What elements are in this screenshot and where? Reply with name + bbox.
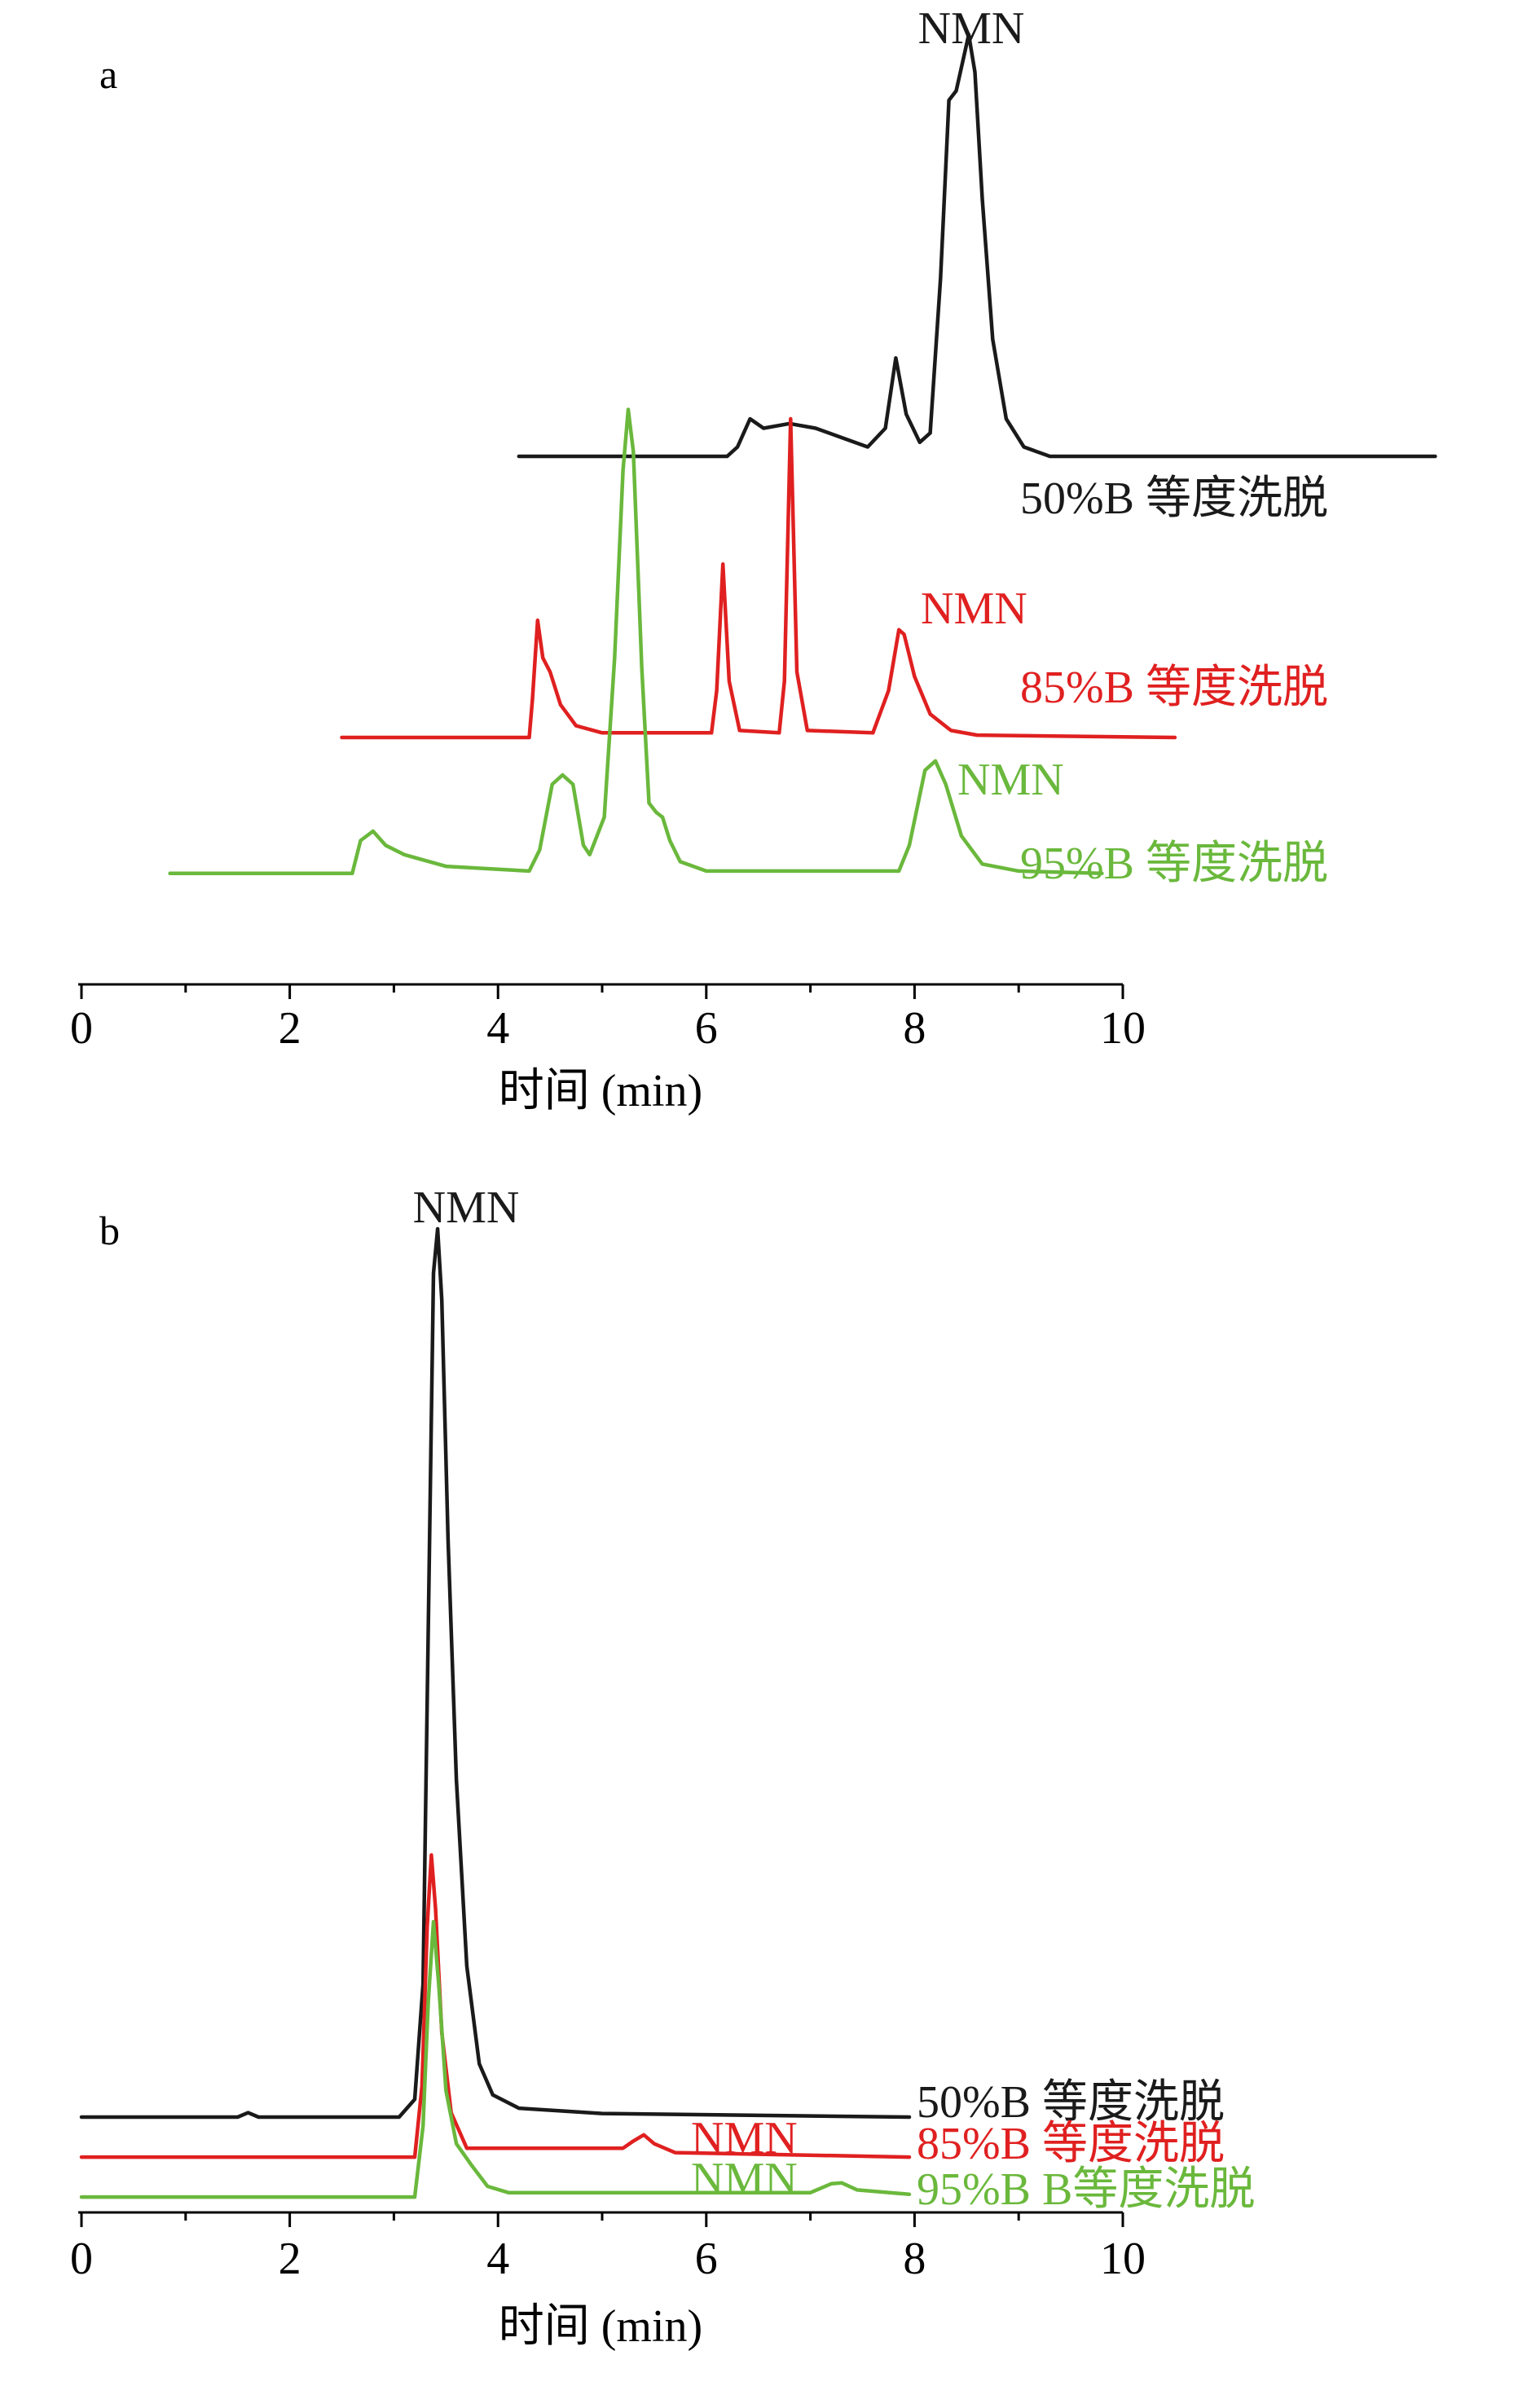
x-tick-label-b-2: 4 bbox=[486, 2234, 509, 2284]
series-trace-b-2 bbox=[79, 1919, 912, 2199]
x-tick-label-b-3: 6 bbox=[695, 2234, 718, 2284]
x-tick-label-b-5: 10 bbox=[1100, 2234, 1146, 2284]
x-tick-label-a-1: 2 bbox=[279, 1003, 301, 1054]
peak-label-nmn-green-a: NMN bbox=[957, 755, 1064, 805]
x-tick-label-a-5: 10 bbox=[1100, 1003, 1146, 1054]
series-label-50b-b: 50%B 等度洗脱 bbox=[917, 2077, 1225, 2128]
series-label-85b-a: 85%B 等度洗脱 bbox=[1020, 663, 1328, 713]
x-tick-label-a-0: 0 bbox=[70, 1003, 93, 1054]
peak-label-nmn-green-b: NMN bbox=[691, 2154, 798, 2204]
series-label-95b-a: 95%B 等度洗脱 bbox=[1020, 839, 1328, 889]
x-tick-label-b-4: 8 bbox=[903, 2234, 926, 2284]
series-trace-b-0 bbox=[79, 1226, 912, 2120]
x-tick-label-b-0: 0 bbox=[70, 2234, 93, 2284]
panel-label-b: b bbox=[99, 1208, 120, 1253]
chart-panel-b: b 0 2 4 6 8 10 时间 (min) NMN 50%B 等度洗脱 NMN 85%… bbox=[70, 1182, 1255, 2352]
x-ticks-a: 0 2 4 6 8 10 bbox=[70, 984, 1146, 1054]
traces-group-a bbox=[168, 33, 1437, 876]
x-tick-label-a-4: 8 bbox=[903, 1003, 926, 1054]
peak-label-nmn-black-b: NMN bbox=[413, 1182, 520, 1233]
traces-group-b bbox=[79, 1226, 912, 2199]
peak-label-nmn-black-a: NMN bbox=[918, 3, 1025, 54]
x-ticks-b: 0 2 4 6 8 10 bbox=[70, 2212, 1146, 2284]
series-label-95b-b: 95%B B等度洗脱 bbox=[917, 2164, 1255, 2215]
panel-label-a: a bbox=[99, 51, 117, 97]
x-axis-title-a: 时间 (min) bbox=[499, 1066, 702, 1116]
chart-panel-a: a 0 2 4 6 8 10 时间 (min) NMN 50%B 等度洗脱 NMN 85%… bbox=[70, 3, 1437, 1116]
x-tick-label-b-1: 2 bbox=[279, 2234, 301, 2284]
x-tick-label-a-3: 6 bbox=[695, 1003, 718, 1054]
x-tick-label-a-2: 4 bbox=[486, 1003, 509, 1054]
series-trace-b-1 bbox=[79, 1853, 912, 2159]
series-label-50b-a: 50%B 等度洗脱 bbox=[1020, 473, 1328, 524]
series-label-85b-b: 85%B 等度洗脱 bbox=[917, 2119, 1225, 2169]
series-trace-a-2 bbox=[168, 407, 1104, 876]
peak-label-nmn-red-b: NMN bbox=[691, 2113, 798, 2164]
peak-label-nmn-red-a: NMN bbox=[921, 583, 1027, 634]
series-trace-a-0 bbox=[517, 33, 1437, 459]
series-trace-a-1 bbox=[340, 416, 1177, 740]
x-axis-title-b: 时间 (min) bbox=[499, 2301, 702, 2352]
